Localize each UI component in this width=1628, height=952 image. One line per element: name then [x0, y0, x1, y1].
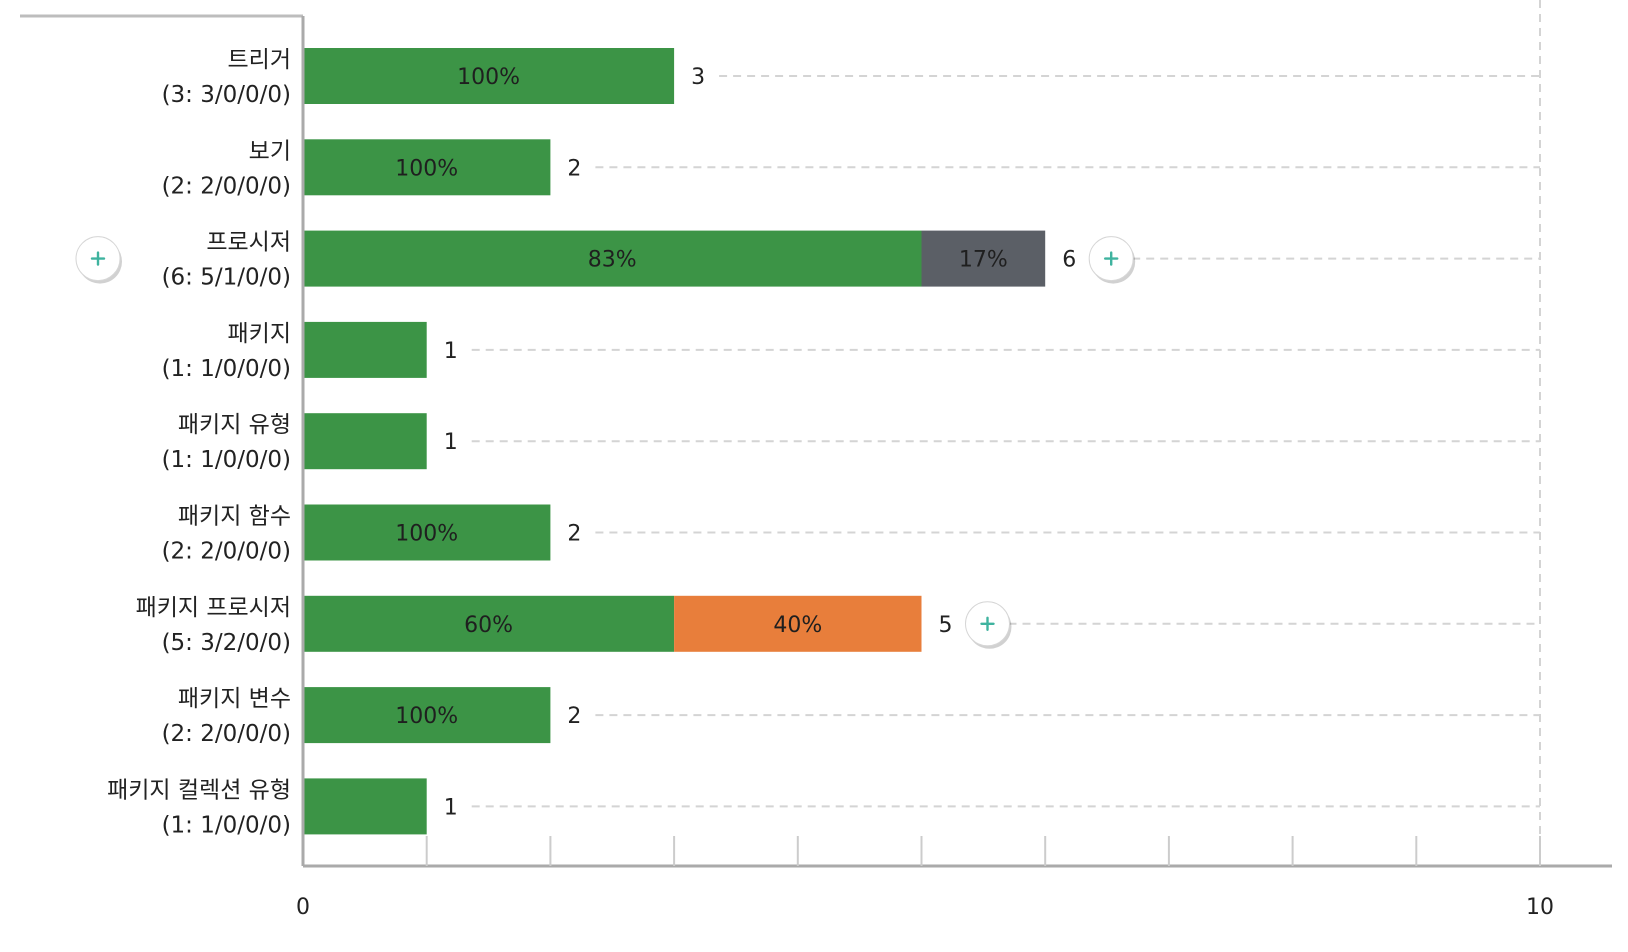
category-name-label: 보기 — [249, 138, 291, 164]
segment-percent-label: 100% — [457, 65, 520, 90]
x-tick-label: 0 — [296, 895, 310, 920]
bar-segment[interactable] — [303, 321, 427, 378]
expand-row-button[interactable] — [75, 236, 122, 284]
category-name-label: 패키지 프로시저 — [136, 595, 291, 621]
segment-percent-label: 40% — [773, 613, 822, 638]
grid-layer — [471, 0, 1541, 866]
bars-layer — [303, 48, 1046, 835]
bar-segment[interactable] — [303, 139, 551, 196]
buttons-layer — [75, 236, 1136, 649]
bar-total-label: 2 — [567, 156, 581, 181]
segment-percent-label: 100% — [395, 704, 458, 729]
category-count-label: (2: 2/0/0/0) — [162, 173, 291, 199]
category-name-label: 패키지 함수 — [178, 504, 291, 530]
bar-segment[interactable] — [303, 778, 427, 835]
category-name-label: 트리거 — [228, 47, 291, 73]
category-name-label: 패키지 변수 — [178, 686, 291, 712]
category-count-label: (2: 2/0/0/0) — [162, 539, 291, 565]
x-tick-label: 10 — [1526, 895, 1554, 920]
bar-segment[interactable] — [674, 595, 922, 652]
category-name-label: 패키지 유형 — [178, 412, 291, 438]
category-name-label: 패키지 — [228, 321, 291, 347]
bar-segment[interactable] — [303, 413, 427, 470]
bar-total-label: 2 — [567, 522, 581, 547]
bar-total-label: 5 — [939, 613, 953, 638]
bar-total-label: 2 — [567, 704, 581, 729]
expand-row-button[interactable] — [1088, 236, 1136, 284]
bar-segment[interactable] — [303, 595, 675, 652]
category-count-label: (5: 3/2/0/0) — [162, 630, 291, 656]
plus-icon — [90, 251, 106, 266]
category-count-label: (1: 1/0/0/0) — [162, 447, 291, 473]
bar-segment[interactable] — [303, 687, 551, 744]
expand-row-button[interactable] — [965, 601, 1012, 649]
category-count-label: (1: 1/0/0/0) — [162, 356, 291, 382]
segment-percent-label: 83% — [588, 248, 637, 273]
category-name-label: 패키지 컬렉션 유형 — [107, 777, 291, 803]
segment-percent-label: 17% — [959, 248, 1008, 273]
bar-total-label: 1 — [444, 339, 458, 364]
bar-total-label: 1 — [444, 430, 458, 455]
axis-layer: 0 10 — [20, 14, 1612, 920]
bar-total-label: 6 — [1062, 248, 1076, 273]
category-count-label: (2: 2/0/0/0) — [162, 721, 291, 747]
segment-percent-label: 60% — [464, 613, 513, 638]
bar-segment[interactable] — [303, 230, 922, 287]
segment-percent-label: 100% — [395, 156, 458, 181]
category-count-label: (3: 3/0/0/0) — [162, 82, 291, 108]
bar-total-label: 3 — [691, 65, 705, 90]
bar-segment[interactable] — [303, 48, 675, 104]
bar-segment[interactable] — [921, 230, 1046, 287]
bar-total-label: 1 — [444, 795, 458, 820]
plus-icon — [980, 616, 995, 631]
bar-segment[interactable] — [303, 504, 551, 561]
category-count-label: (1: 1/0/0/0) — [162, 812, 291, 838]
category-count-label: (6: 5/1/0/0) — [162, 265, 291, 291]
labels-layer: 100% 3 트리거 (3: 3/0/0/0) 100% 2 보기 (2: 2/0/0/0) 8… — [107, 47, 1076, 838]
plus-icon — [1103, 251, 1119, 266]
segment-percent-label: 100% — [395, 522, 458, 547]
category-name-label: 프로시저 — [206, 230, 291, 256]
